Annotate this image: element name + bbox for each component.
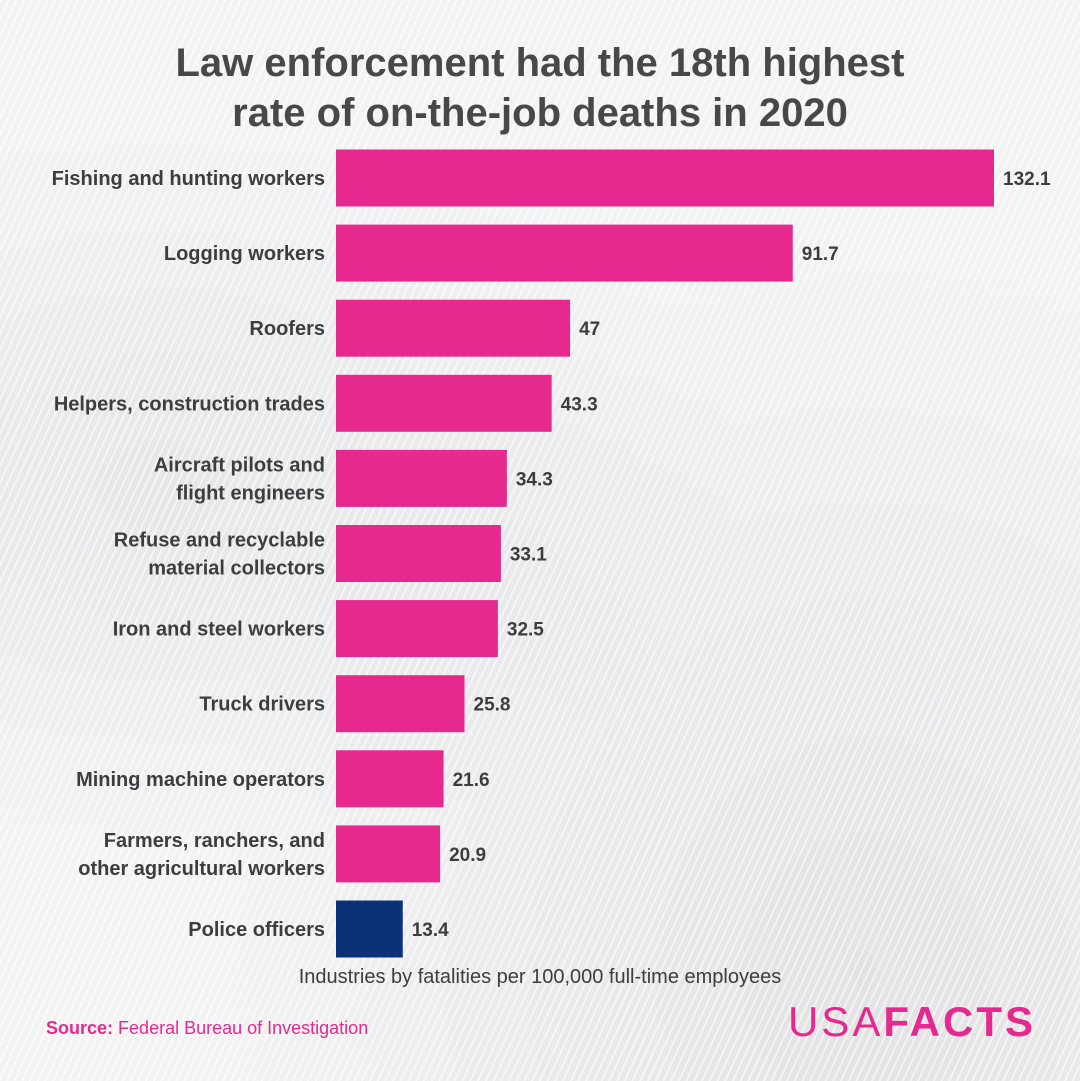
value-label-0: 132.1 bbox=[1003, 169, 1051, 190]
category-label-2: Roofers bbox=[249, 318, 325, 340]
category-label-4-line-0: Aircraft pilots and bbox=[154, 454, 325, 476]
value-label-7: 25.8 bbox=[474, 695, 511, 716]
category-label-10: Police officers bbox=[188, 919, 325, 941]
category-label-9-line-1: other agricultural workers bbox=[78, 858, 325, 880]
value-label-4: 34.3 bbox=[516, 469, 553, 490]
value-label-1: 91.7 bbox=[802, 244, 839, 265]
bar-4 bbox=[336, 449, 507, 507]
source-text: Federal Bureau of Investigation bbox=[118, 1018, 369, 1038]
category-label-0: Fishing and hunting workers bbox=[52, 168, 325, 190]
category-label-4: Aircraft pilots and flight engineers bbox=[154, 454, 325, 504]
value-label-5: 33.1 bbox=[510, 545, 547, 566]
category-label-2-line-0: Roofers bbox=[249, 318, 325, 340]
category-label-8: Mining machine operators bbox=[76, 769, 325, 791]
value-label-6: 32.5 bbox=[507, 620, 544, 641]
bar-6 bbox=[336, 600, 498, 658]
bar-9 bbox=[336, 825, 441, 883]
category-label-10-line-0: Police officers bbox=[188, 919, 325, 941]
category-label-7: Truck drivers bbox=[199, 694, 325, 716]
logo-facts: FACTS bbox=[883, 998, 1036, 1045]
category-label-4-line-1: flight engineers bbox=[176, 482, 325, 504]
category-label-3: Helpers, construction trades bbox=[54, 393, 325, 415]
x-axis-label: Industries by fatalities per 100,000 ful… bbox=[298, 966, 782, 988]
category-label-3-line-0: Helpers, construction trades bbox=[54, 393, 325, 415]
category-label-1-line-0: Logging workers bbox=[164, 243, 325, 265]
bar-0 bbox=[336, 149, 994, 207]
category-label-8-line-0: Mining machine operators bbox=[76, 769, 325, 791]
bar-1 bbox=[336, 224, 793, 282]
category-label-6-line-0: Iron and steel workers bbox=[113, 619, 325, 641]
value-label-2: 47 bbox=[579, 319, 600, 340]
category-label-5-line-1: material collectors bbox=[148, 558, 325, 580]
logo-usa: USA bbox=[787, 998, 884, 1045]
bar-10 bbox=[336, 900, 403, 958]
category-label-7-line-0: Truck drivers bbox=[199, 694, 325, 716]
category-label-1: Logging workers bbox=[164, 243, 325, 265]
value-label-3: 43.3 bbox=[561, 394, 598, 415]
bar-7 bbox=[336, 675, 465, 733]
category-label-5-line-0: Refuse and recyclable bbox=[114, 530, 325, 552]
category-label-9: Farmers, ranchers, and other agricultural… bbox=[78, 830, 325, 880]
category-label-9-line-0: Farmers, ranchers, and bbox=[104, 830, 325, 852]
category-label-5: Refuse and recyclable material collectors bbox=[114, 530, 325, 580]
bar-8 bbox=[336, 750, 444, 808]
chart-title-line-1: Law enforcement had the 18th highest bbox=[175, 41, 905, 85]
usafacts-logo: USAFACTS bbox=[788, 998, 1036, 1046]
category-label-0-line-0: Fishing and hunting workers bbox=[52, 168, 325, 190]
bar-3 bbox=[336, 374, 552, 432]
chart-title-line-2: rate of on-the-job deaths in 2020 bbox=[232, 91, 848, 135]
category-label-6: Iron and steel workers bbox=[113, 619, 325, 641]
chart-title: Law enforcement had the 18th highest rat… bbox=[0, 38, 1080, 138]
bar-5 bbox=[336, 525, 501, 582]
value-label-8: 21.6 bbox=[453, 770, 490, 791]
value-label-9: 20.9 bbox=[449, 845, 486, 866]
bar-2 bbox=[336, 299, 571, 357]
value-label-10: 13.4 bbox=[412, 920, 449, 941]
source-key: Source: bbox=[46, 1018, 114, 1038]
source-note: Source: Federal Bureau of Investigation bbox=[46, 1018, 368, 1039]
